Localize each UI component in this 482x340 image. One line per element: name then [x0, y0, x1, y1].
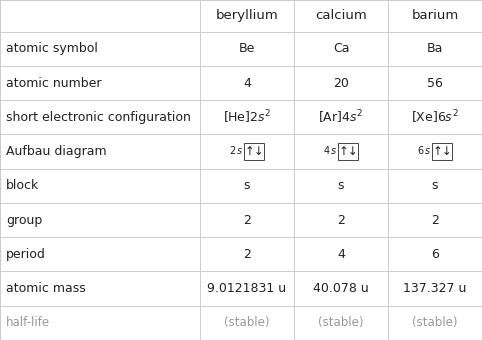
- Text: 6: 6: [431, 248, 439, 261]
- Text: 2: 2: [229, 146, 236, 156]
- Text: 2: 2: [243, 248, 251, 261]
- Text: Ba: Ba: [427, 42, 443, 55]
- Text: 6: 6: [417, 146, 424, 156]
- Text: (stable): (stable): [224, 316, 270, 329]
- Text: 40.078 u: 40.078 u: [313, 282, 369, 295]
- Text: s: s: [237, 146, 242, 156]
- Text: period: period: [6, 248, 46, 261]
- Text: s: s: [244, 179, 250, 192]
- Text: s: s: [425, 146, 430, 156]
- Text: short electronic configuration: short electronic configuration: [6, 111, 191, 124]
- Text: atomic mass: atomic mass: [6, 282, 85, 295]
- Bar: [338, 143, 359, 160]
- Text: 137.327 u: 137.327 u: [403, 282, 467, 295]
- Text: 4: 4: [337, 248, 345, 261]
- Text: ↑↓: ↑↓: [432, 145, 452, 158]
- Text: (stable): (stable): [412, 316, 458, 329]
- Text: 20: 20: [333, 76, 349, 89]
- Text: half-life: half-life: [6, 316, 50, 329]
- Text: ↑↓: ↑↓: [338, 145, 358, 158]
- Text: s: s: [332, 146, 336, 156]
- Text: $\mathregular{[Ar]4}s^{2}$: $\mathregular{[Ar]4}s^{2}$: [319, 108, 363, 126]
- Text: 56: 56: [427, 76, 443, 89]
- Text: s: s: [432, 179, 438, 192]
- Text: 9.0121831 u: 9.0121831 u: [207, 282, 287, 295]
- Text: barium: barium: [411, 9, 459, 22]
- Text: 2: 2: [431, 214, 439, 226]
- Text: (stable): (stable): [318, 316, 364, 329]
- Text: Aufbau diagram: Aufbau diagram: [6, 145, 107, 158]
- Text: 4: 4: [324, 146, 330, 156]
- Text: atomic number: atomic number: [6, 76, 101, 89]
- Text: 4: 4: [243, 76, 251, 89]
- Text: atomic symbol: atomic symbol: [6, 42, 98, 55]
- Text: group: group: [6, 214, 42, 226]
- Text: 2: 2: [243, 214, 251, 226]
- Text: Ca: Ca: [333, 42, 349, 55]
- Bar: [244, 143, 264, 160]
- Text: calcium: calcium: [315, 9, 367, 22]
- Text: ↑↓: ↑↓: [244, 145, 264, 158]
- Text: 2: 2: [337, 214, 345, 226]
- Text: s: s: [338, 179, 344, 192]
- Text: $\mathregular{[Xe]6}s^{2}$: $\mathregular{[Xe]6}s^{2}$: [411, 108, 459, 126]
- Text: Be: Be: [239, 42, 255, 55]
- Text: $\mathregular{[He]2}s^{2}$: $\mathregular{[He]2}s^{2}$: [223, 108, 271, 126]
- Text: block: block: [6, 179, 39, 192]
- Bar: [432, 143, 453, 160]
- Text: beryllium: beryllium: [215, 9, 279, 22]
